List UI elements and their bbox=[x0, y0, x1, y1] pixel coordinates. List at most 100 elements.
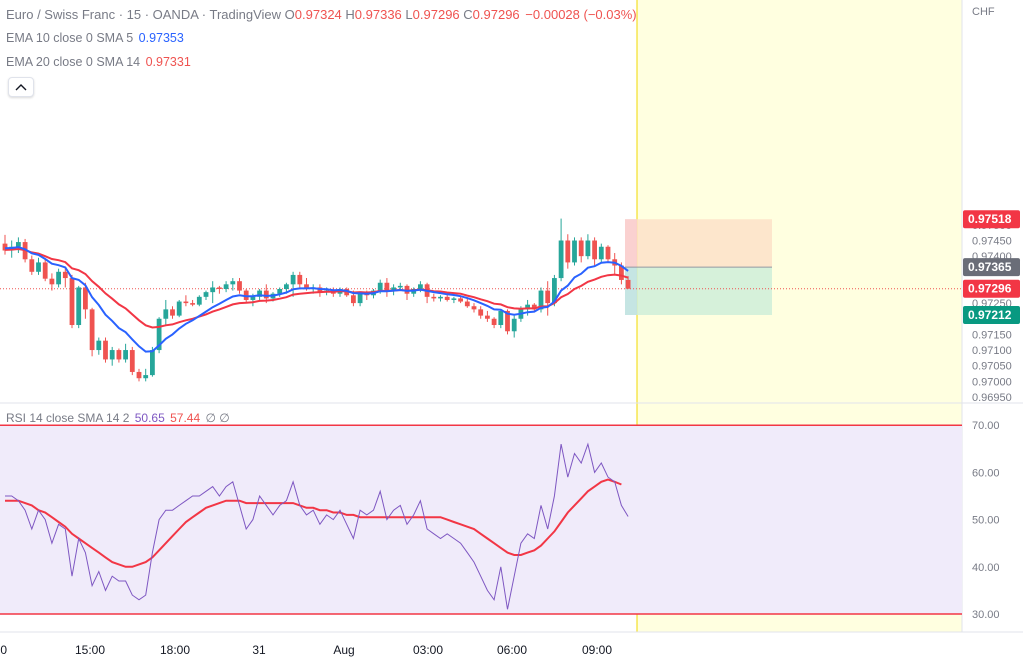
candle-body bbox=[284, 284, 289, 290]
ema20-line bbox=[4, 247, 629, 329]
candle-body bbox=[598, 246, 604, 260]
candle-body bbox=[511, 318, 517, 332]
candle-body bbox=[150, 350, 155, 376]
symbol-title: Euro / Swiss Franc · 15 · OANDA · Tradin… bbox=[6, 7, 282, 22]
price-tick-label: 0.97000 bbox=[972, 376, 1012, 388]
last-price-tag: 0.97296 bbox=[968, 282, 1012, 296]
rsi-tick-label: 50.00 bbox=[972, 515, 1000, 527]
candle-body bbox=[49, 278, 55, 285]
candle-body bbox=[89, 309, 95, 351]
ohlc-high-value: 0.97336 bbox=[354, 7, 402, 22]
candle-body bbox=[464, 301, 470, 307]
candle-body bbox=[223, 284, 229, 290]
candle-body bbox=[129, 350, 135, 372]
ema10-label: EMA 10 close 0 SMA 5 bbox=[6, 31, 134, 45]
candle-body bbox=[391, 287, 396, 291]
price-tick-label: 0.97100 bbox=[972, 345, 1012, 357]
rsi-label: RSI 14 close SMA 14 2 bbox=[6, 411, 130, 425]
candle-body bbox=[16, 242, 21, 247]
candle-body bbox=[578, 240, 584, 257]
candle-body bbox=[585, 240, 591, 257]
candle-body bbox=[592, 240, 597, 260]
ohlc-low-label: L bbox=[405, 7, 413, 22]
candle-body bbox=[36, 262, 41, 272]
ema20-legend[interactable]: EMA 20 close 0 SMA 14 0.97331 bbox=[6, 55, 191, 69]
candle-body bbox=[109, 350, 115, 360]
ema10-line bbox=[4, 246, 629, 353]
rsi-legend[interactable]: RSI 14 close SMA 14 2 50.65 57.44 ∅ ∅ bbox=[6, 411, 230, 425]
time-tick-label: Aug bbox=[333, 643, 354, 657]
candle-body bbox=[444, 296, 450, 300]
candle-body bbox=[170, 309, 175, 316]
price-tick-label: 0.97050 bbox=[972, 361, 1012, 373]
ohlc-open-label: O bbox=[284, 7, 295, 22]
time-tick-label: 15:00 bbox=[75, 643, 105, 657]
candle-body bbox=[196, 296, 202, 305]
candle-body bbox=[304, 284, 309, 290]
position-left-target bbox=[625, 219, 637, 268]
candle-body bbox=[418, 284, 423, 290]
candle-body bbox=[190, 303, 195, 305]
candle-body bbox=[123, 350, 128, 360]
rsi-tick-label: 40.00 bbox=[972, 562, 1000, 574]
candle-body bbox=[297, 274, 303, 285]
candle-body bbox=[176, 301, 182, 316]
time-tick-label: 31 bbox=[252, 643, 266, 657]
candle-body bbox=[572, 240, 577, 263]
time-tick-label: 12:00 bbox=[0, 643, 7, 657]
candle-body bbox=[558, 240, 564, 279]
candle-body bbox=[525, 304, 530, 310]
time-tick-label: 06:00 bbox=[497, 643, 527, 657]
collapse-legend-button[interactable] bbox=[8, 77, 34, 97]
chevron-up-icon bbox=[15, 84, 27, 91]
candle-body bbox=[42, 262, 48, 279]
candle-body bbox=[116, 350, 122, 360]
price-tick-label: 0.96950 bbox=[972, 392, 1012, 404]
position-target-zone bbox=[625, 219, 772, 268]
position-stop-zone bbox=[625, 267, 772, 315]
candle-body bbox=[29, 259, 35, 272]
candle-body bbox=[136, 371, 142, 379]
candle-body bbox=[217, 287, 222, 290]
candle-body bbox=[277, 289, 283, 294]
candle-body bbox=[210, 287, 216, 293]
candle-body bbox=[431, 296, 437, 299]
candle-body bbox=[257, 290, 262, 297]
ema10-legend[interactable]: EMA 10 close 0 SMA 5 0.97353 bbox=[6, 31, 184, 45]
candle-body bbox=[76, 287, 82, 326]
candle-body bbox=[565, 240, 571, 263]
rsi-tick-label: 30.00 bbox=[972, 609, 1000, 621]
candle-body bbox=[96, 340, 102, 351]
candle-body bbox=[619, 265, 624, 280]
candle-body bbox=[538, 290, 544, 310]
candle-body bbox=[62, 271, 68, 279]
position-stop-tag: 0.97212 bbox=[968, 308, 1012, 322]
ohlc-open-value: 0.97324 bbox=[294, 7, 342, 22]
candle-body bbox=[545, 290, 551, 304]
position-stop-tag-bg bbox=[963, 305, 1020, 324]
position-target-tag: 0.97518 bbox=[968, 212, 1012, 226]
position-left-stop bbox=[625, 267, 637, 315]
candle-body bbox=[471, 306, 477, 310]
ema20-label: EMA 20 close 0 SMA 14 bbox=[6, 55, 141, 69]
position-entry-tag-bg bbox=[963, 258, 1020, 277]
candle-body bbox=[263, 290, 269, 299]
candle-body bbox=[351, 295, 356, 304]
candle-body bbox=[397, 285, 403, 288]
candle-body bbox=[377, 282, 383, 291]
candle-body bbox=[605, 246, 611, 260]
ohlc-close-label: C bbox=[463, 7, 473, 22]
currency-label: CHF bbox=[972, 6, 995, 18]
candle-body bbox=[163, 309, 169, 319]
candle-body bbox=[531, 304, 537, 310]
rsi-tick-label: 70.00 bbox=[972, 420, 1000, 432]
candle-body bbox=[56, 271, 61, 285]
position-target-tag-bg bbox=[963, 210, 1020, 229]
candle-body bbox=[438, 296, 443, 299]
candle-body bbox=[250, 296, 256, 300]
candle-body bbox=[485, 315, 490, 319]
ohlc-high-label: H bbox=[345, 7, 355, 22]
candle-body bbox=[478, 309, 484, 316]
price-tick-label: 0.97150 bbox=[972, 329, 1012, 341]
